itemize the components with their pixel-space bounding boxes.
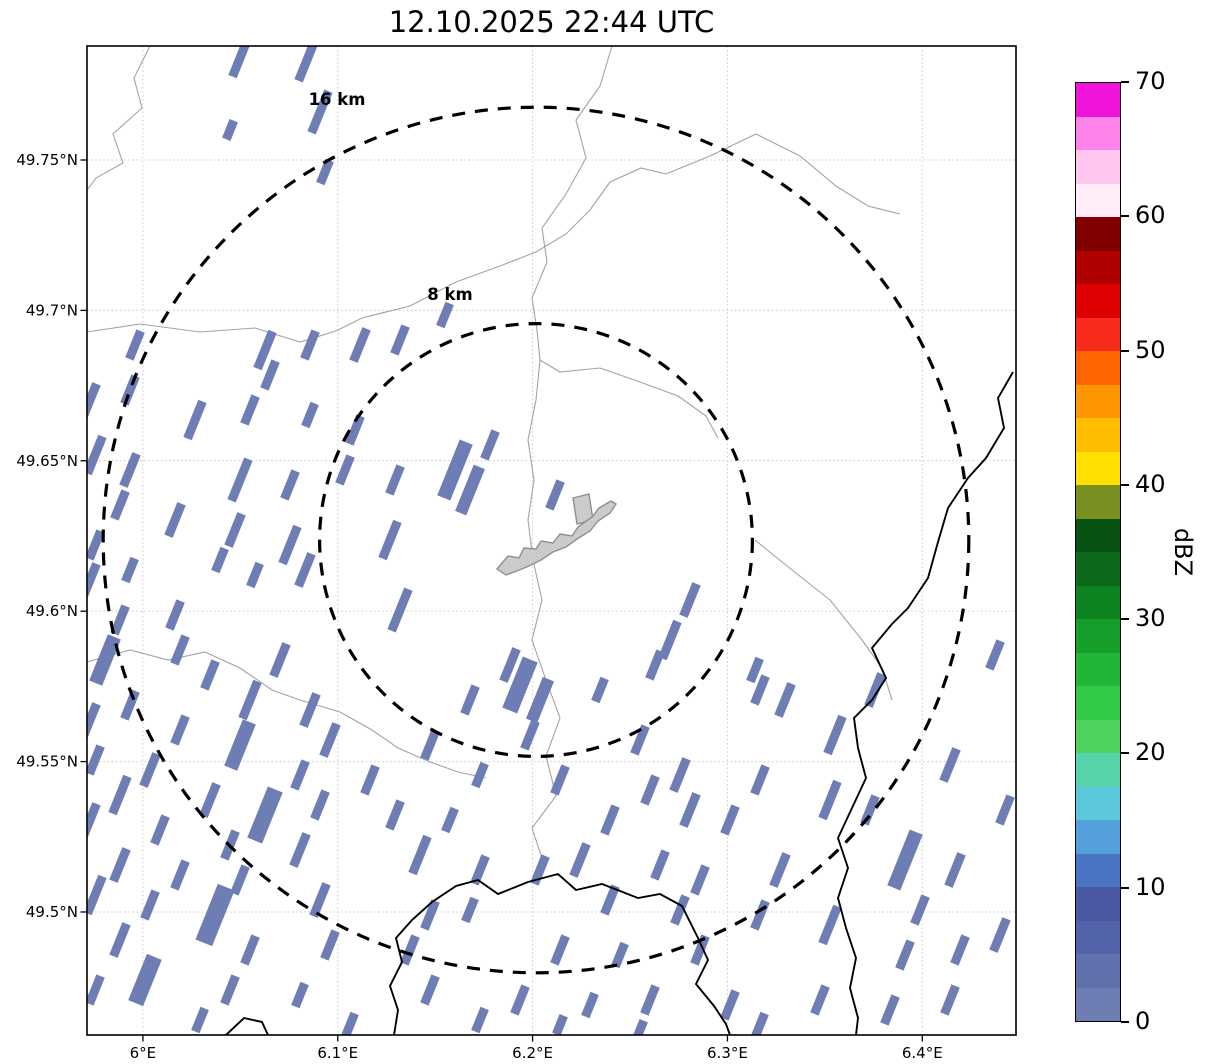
figure-title: 12.10.2025 22:44 UTC: [388, 5, 715, 39]
colorbar-band: [1076, 116, 1120, 150]
admin-borders-thin: [87, 46, 901, 885]
airport-outline: [495, 493, 617, 576]
x-tick-label: 6.2°E: [512, 1044, 553, 1062]
y-tick-label: 49.6°N: [26, 602, 78, 620]
gridlines: [87, 46, 1016, 1035]
range-ring-label-16km: 16 km: [309, 90, 366, 109]
colorbar-band: [1076, 284, 1120, 318]
y-tick-label: 49.65°N: [16, 452, 78, 470]
colorbar-band: [1076, 451, 1120, 485]
y-tick-label: 49.7°N: [26, 301, 78, 319]
colorbar-band: [1076, 786, 1120, 820]
plot-frame: [86, 45, 1017, 1036]
x-tick-label: 6.3°E: [707, 1044, 748, 1062]
range-ring-8km: [318, 322, 754, 758]
colorbar-band: [1076, 518, 1120, 552]
y-tick-label: 49.75°N: [16, 151, 78, 169]
colorbar-band: [1076, 250, 1120, 284]
y-tick-label: 49.5°N: [26, 903, 78, 921]
colorbar-band: [1076, 317, 1120, 351]
range-ring-label-8km: 8 km: [427, 285, 472, 304]
colorbar-band: [1076, 987, 1120, 1021]
colorbar-band: [1076, 920, 1120, 954]
colorbar-band: [1076, 619, 1120, 653]
colorbar-label-text: dBZ: [1169, 527, 1198, 577]
colorbar-band: [1076, 150, 1120, 184]
colorbar-band: [1076, 83, 1120, 117]
y-tick-label: 49.55°N: [16, 753, 78, 771]
colorbar-band: [1076, 585, 1120, 619]
colorbar-band: [1076, 954, 1120, 988]
colorbar-band: [1076, 753, 1120, 787]
colorbar-band: [1076, 485, 1120, 519]
x-tick-label: 6.1°E: [317, 1044, 358, 1062]
colorbar-band: [1076, 552, 1120, 586]
colorbar-band: [1076, 719, 1120, 753]
range-ring-16km: [101, 105, 971, 975]
colorbar-band: [1076, 887, 1120, 921]
colorbar-band: [1076, 384, 1120, 418]
colorbar-band: [1076, 418, 1120, 452]
colorbar-band: [1076, 217, 1120, 251]
colorbar-label: dBZ: [1160, 82, 1206, 1022]
axis-ticks: 6°E 6.1°E 6.2°E 6.3°E 6.4°E 49.5°N 49.55°N 49.6…: [16, 151, 942, 1062]
colorbar-band: [1076, 686, 1120, 720]
colorbar-band: [1076, 652, 1120, 686]
colorbar-band: [1076, 820, 1120, 854]
country-border-thick: [225, 371, 1014, 1035]
x-tick-label: 6°E: [130, 1044, 157, 1062]
colorbar-band: [1076, 183, 1120, 217]
colorbar-band: [1076, 351, 1120, 385]
radar-echoes: [87, 46, 1015, 1035]
colorbar: [1075, 82, 1121, 1022]
colorbar-band: [1076, 853, 1120, 887]
x-tick-label: 6.4°E: [902, 1044, 943, 1062]
